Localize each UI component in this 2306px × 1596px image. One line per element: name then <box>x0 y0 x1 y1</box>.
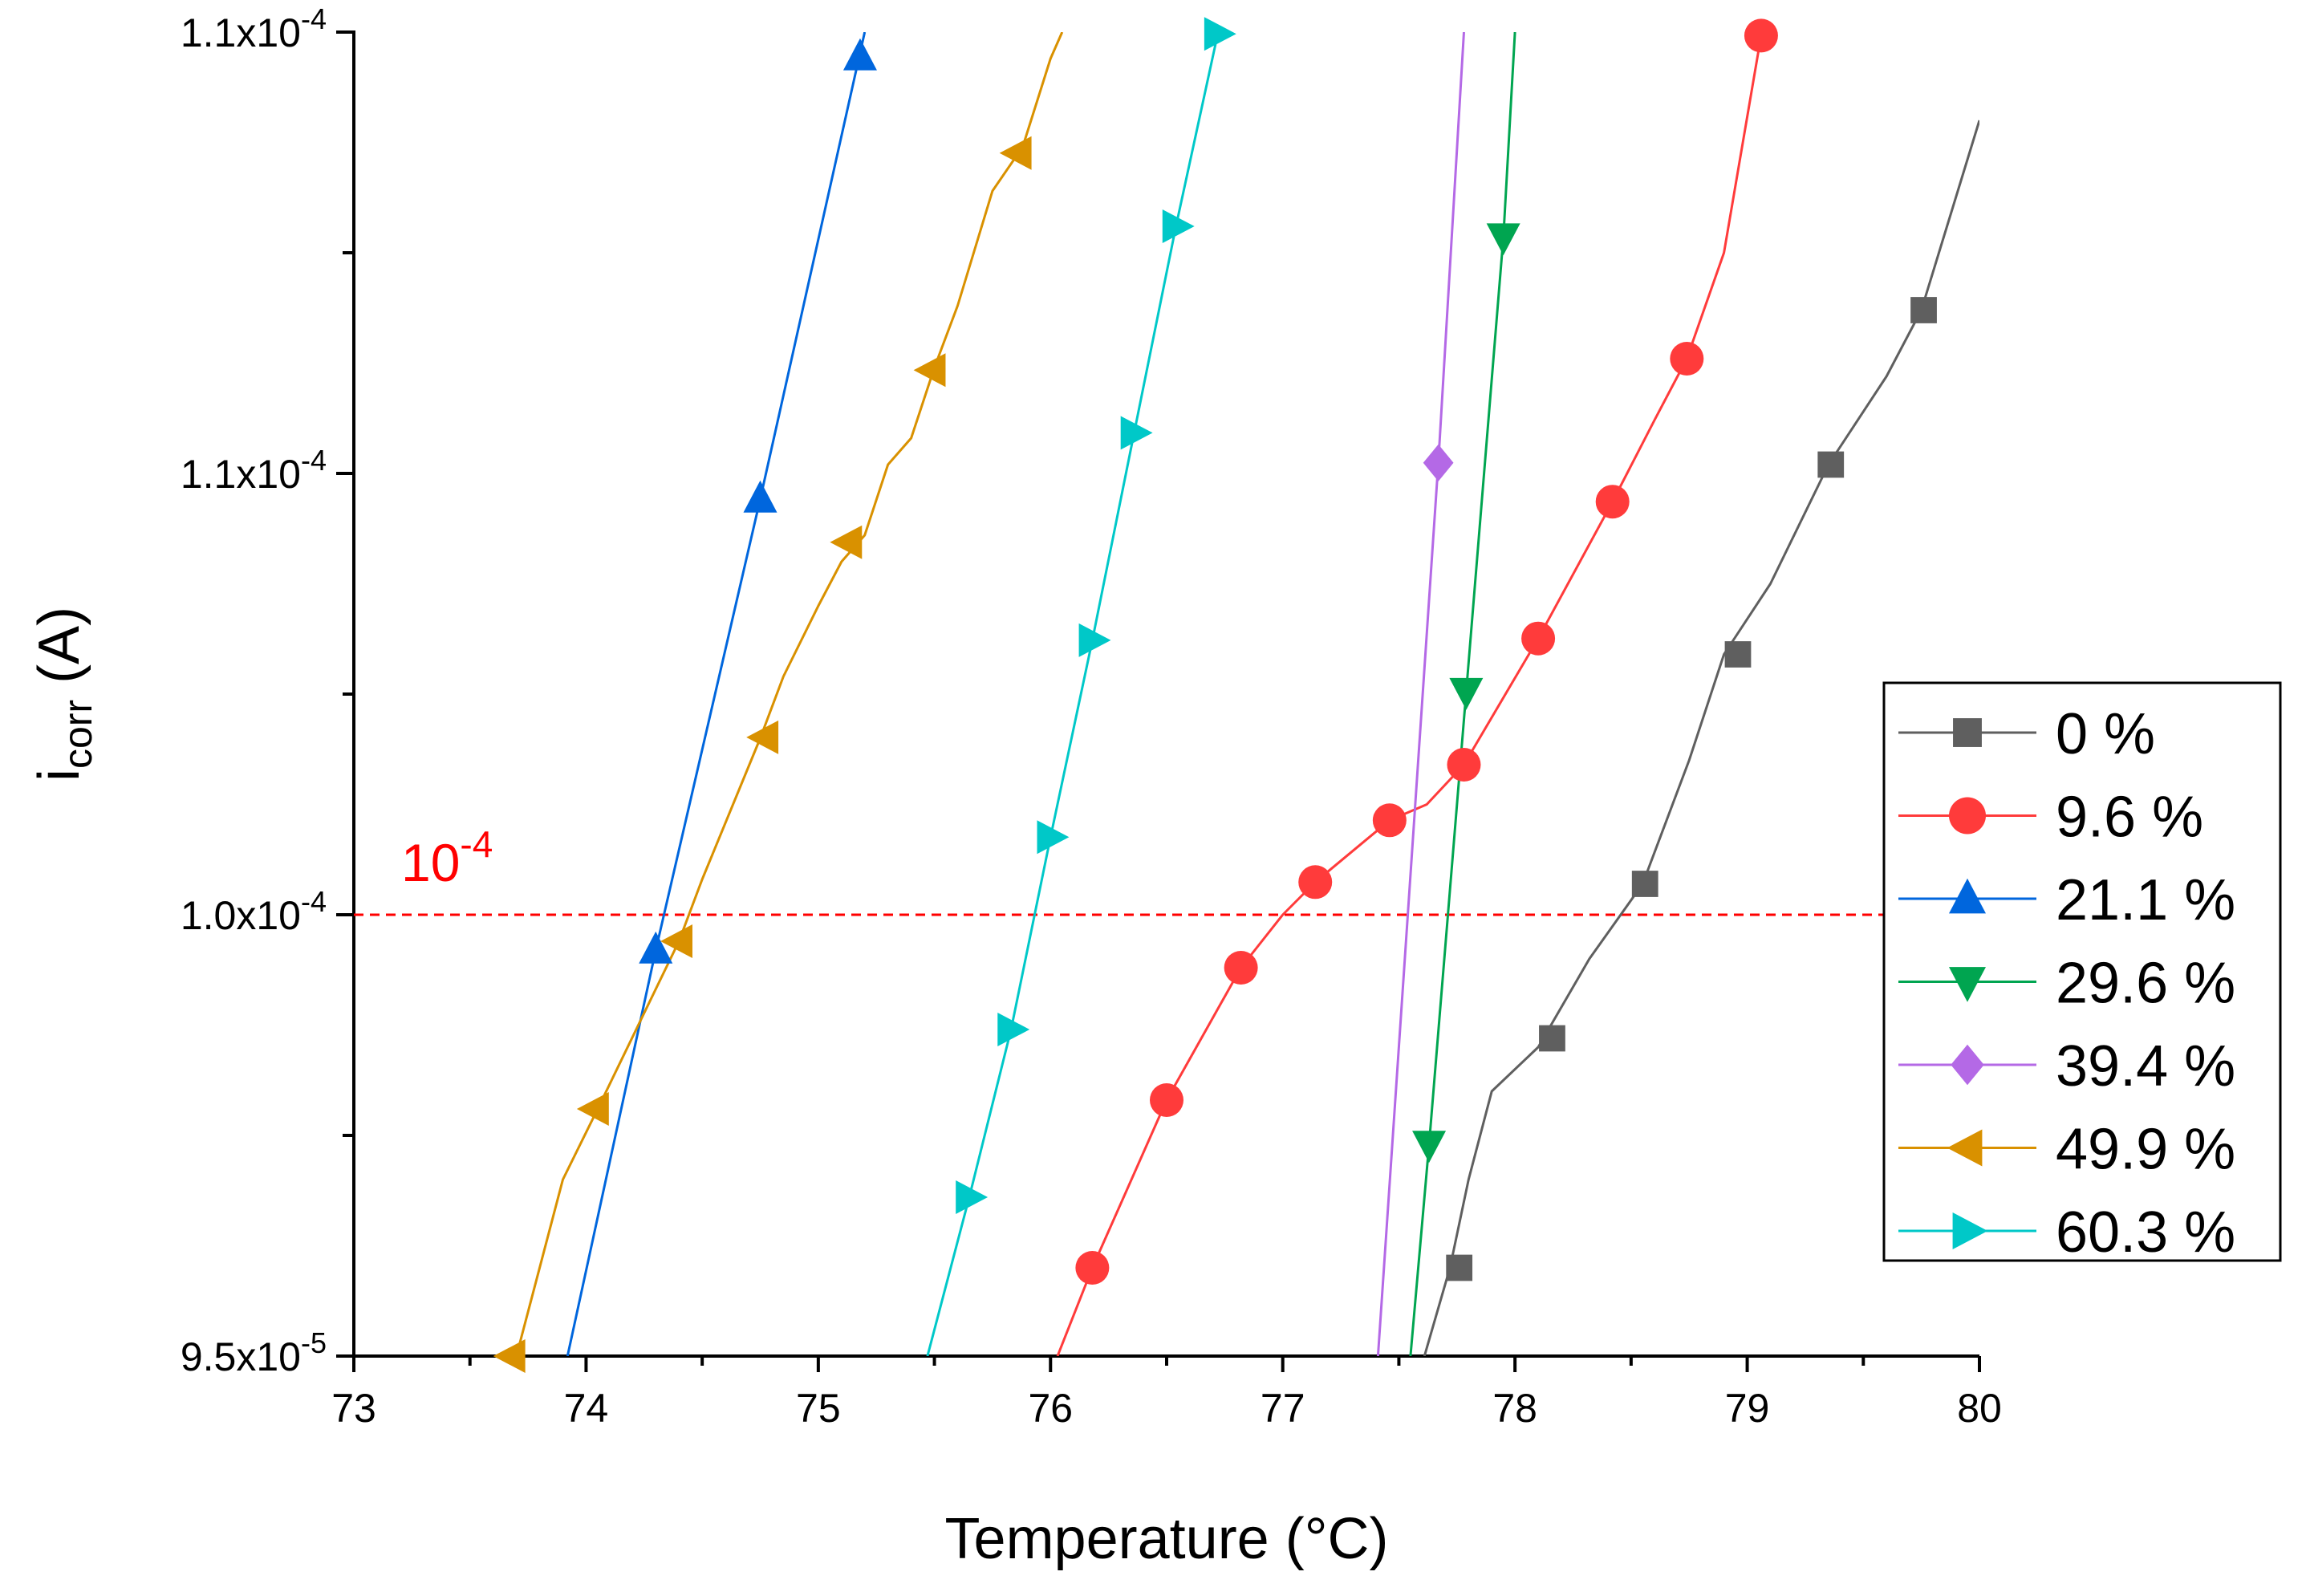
series-5-marker <box>660 924 692 958</box>
series-5-marker <box>999 136 1032 170</box>
reference-label-base: 10 <box>401 833 460 892</box>
y-tick-mantissa: 1.1x10 <box>181 10 301 55</box>
y-tick-exponent: -5 <box>301 1326 327 1359</box>
series-2-marker <box>639 931 673 964</box>
series-1-marker <box>1298 865 1333 900</box>
series-1-marker <box>1521 621 1556 656</box>
series-0-marker <box>1631 871 1658 897</box>
series-5-marker <box>493 1339 526 1373</box>
y-tick-label: 1.1x10-4 <box>181 2 327 55</box>
legend-marker-0 <box>1953 718 1982 747</box>
series-5-marker <box>913 353 946 388</box>
x-tick-label: 76 <box>1028 1386 1073 1431</box>
x-tick-label: 73 <box>331 1386 376 1431</box>
series-group <box>505 32 1979 1356</box>
axes <box>336 30 1981 1372</box>
series-1-marker <box>1595 485 1630 519</box>
y-tick-exponent: -4 <box>301 444 327 477</box>
y-axis-title-subscript: corr <box>55 700 100 769</box>
reference-line-label: 10-4 <box>401 823 493 892</box>
x-tick-label: 80 <box>1957 1386 2002 1431</box>
y-tick-label: 9.5x10-5 <box>181 1326 327 1379</box>
legend-label-1: 9.6 % <box>2056 786 2203 850</box>
series-3-marker <box>1486 223 1520 256</box>
reference-line-group: 10-4 <box>354 823 1979 916</box>
series-1-marker <box>1224 951 1258 985</box>
series-0-marker <box>1910 297 1937 323</box>
legend-box <box>1882 681 2282 1262</box>
series-1-marker <box>1075 1251 1110 1285</box>
series-line-4 <box>1376 32 1465 1356</box>
series-5-marker <box>746 720 779 754</box>
marker-group <box>493 17 1937 1373</box>
y-axis-title: icorr (A) <box>27 607 100 782</box>
legend-marker-4 <box>1951 1044 1984 1086</box>
legend-marker-3 <box>1949 967 1986 1002</box>
legend-label-0: 0 % <box>2056 702 2155 766</box>
series-6-marker <box>1162 209 1195 243</box>
y-tick-mantissa: 1.1x10 <box>181 452 301 497</box>
legend-marker-2 <box>1949 878 1986 914</box>
legend-label-2: 21.1 % <box>2056 868 2235 932</box>
y-axis-title-unit: (A) <box>27 607 91 700</box>
series-6-marker <box>1078 623 1111 657</box>
series-0-marker <box>1539 1025 1565 1052</box>
series-line-0 <box>1423 120 1979 1356</box>
reference-label-exponent: -4 <box>460 823 493 865</box>
series-1-marker <box>1372 803 1407 838</box>
y-tick-exponent: -4 <box>301 2 327 35</box>
legend-marker-1 <box>1949 797 1986 835</box>
series-5-marker <box>576 1092 609 1126</box>
x-axis-title: Temperature (°C) <box>945 1507 1389 1571</box>
y-tick-label: 1.0x10-4 <box>181 885 327 938</box>
x-tick-label: 75 <box>796 1386 841 1431</box>
series-4-marker <box>1423 444 1454 481</box>
y-axis-title-main: i <box>27 769 91 782</box>
series-2-marker <box>842 38 877 71</box>
legend-label-5: 49.9 % <box>2056 1118 2235 1182</box>
series-6-marker <box>1120 416 1153 450</box>
series-5-marker <box>830 525 863 559</box>
x-tick-label: 78 <box>1492 1386 1537 1431</box>
series-1-marker <box>1150 1083 1183 1117</box>
series-0-marker <box>1724 641 1752 668</box>
y-tick-label: 1.1x10-4 <box>181 444 327 497</box>
axis-labels: 73 74 75 76 77 78 79 809.5x10-51.0x10-41.1x10-4… <box>27 2 2002 1571</box>
x-tick-label: 79 <box>1725 1386 1770 1431</box>
legend: 0 % 9.6 % 21.1 % 29.6 % 39.4 % 49.9 % 60.3 % <box>1882 681 2282 1265</box>
series-2-marker <box>743 480 777 513</box>
series-line-2 <box>566 32 867 1356</box>
y-tick-mantissa: 9.5x10 <box>181 1334 301 1379</box>
legend-label-4: 39.4 % <box>2056 1034 2235 1099</box>
legend-label-3: 29.6 % <box>2056 952 2235 1016</box>
series-6-marker <box>956 1180 989 1214</box>
x-tick-label: 74 <box>564 1386 609 1431</box>
y-tick-exponent: -4 <box>301 885 327 918</box>
series-0-marker <box>1817 451 1845 478</box>
series-0-marker <box>1446 1254 1473 1281</box>
legend-marker-5 <box>1947 1129 1983 1167</box>
y-tick-mantissa: 1.0x10 <box>181 893 301 938</box>
legend-marker-6 <box>1952 1212 1988 1249</box>
series-3-marker <box>1412 1131 1447 1163</box>
series-6-marker <box>1037 820 1070 855</box>
series-1-marker <box>1447 748 1481 782</box>
series-line-1 <box>1056 35 1763 1356</box>
legend-label-6: 60.3 % <box>2056 1200 2235 1265</box>
series-6-marker <box>1204 17 1236 51</box>
series-1-marker <box>1670 342 1704 376</box>
series-1-marker <box>1744 18 1778 53</box>
series-3-marker <box>1449 677 1484 710</box>
x-tick-label: 77 <box>1261 1386 1305 1431</box>
series-6-marker <box>997 1013 1030 1046</box>
